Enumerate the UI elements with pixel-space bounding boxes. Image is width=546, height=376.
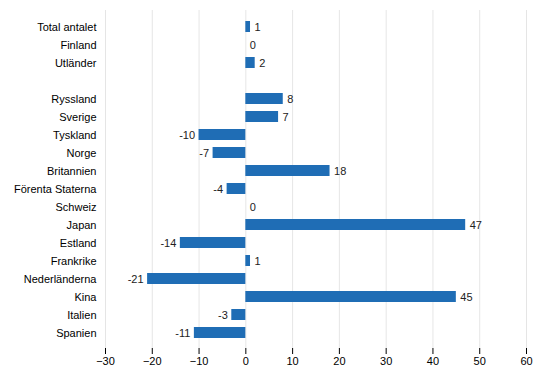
svg-text:Finland: Finland [60,39,96,51]
svg-text:Nederländerna: Nederländerna [24,273,98,285]
svg-text:-11: -11 [175,327,190,339]
svg-text:60: 60 [520,355,532,367]
svg-text:40: 40 [427,355,439,367]
svg-text:Estland: Estland [60,237,97,249]
svg-text:−10: −10 [190,355,209,367]
svg-text:0: 0 [250,39,256,51]
svg-text:Italien: Italien [67,309,96,321]
svg-text:Schweiz: Schweiz [56,201,97,213]
svg-text:-21: -21 [128,273,144,285]
svg-text:Sverige: Sverige [59,111,96,123]
svg-text:2: 2 [259,57,265,69]
svg-text:10: 10 [286,355,298,367]
svg-text:Utländer: Utländer [55,57,97,69]
svg-text:Frankrike: Frankrike [51,255,97,267]
svg-text:Tyskland: Tyskland [53,129,96,141]
svg-text:20: 20 [333,355,345,367]
svg-text:Kina: Kina [74,291,97,303]
svg-text:-7: -7 [199,147,209,159]
svg-text:45: 45 [460,291,472,303]
svg-text:7: 7 [283,111,289,123]
svg-text:Spanien: Spanien [56,327,96,339]
svg-text:Total antalet: Total antalet [37,21,96,33]
svg-text:−30: −30 [96,355,115,367]
svg-text:Förenta Staterna: Förenta Staterna [14,183,97,195]
svg-text:Ryssland: Ryssland [51,93,96,105]
svg-text:-14: -14 [160,237,176,249]
svg-text:-10: -10 [179,129,195,141]
svg-text:47: 47 [470,219,482,231]
svg-text:1: 1 [255,21,261,33]
svg-text:-3: -3 [218,309,228,321]
svg-text:50: 50 [474,355,486,367]
svg-text:Japan: Japan [67,219,97,231]
svg-text:30: 30 [380,355,392,367]
svg-text:0: 0 [243,355,249,367]
svg-text:Norge: Norge [67,147,97,159]
svg-text:0: 0 [250,201,256,213]
svg-text:18: 18 [334,165,346,177]
svg-text:8: 8 [287,93,293,105]
svg-text:-4: -4 [213,183,223,195]
svg-text:Britannien: Britannien [47,165,97,177]
svg-text:−20: −20 [143,355,162,367]
svg-text:1: 1 [255,255,261,267]
